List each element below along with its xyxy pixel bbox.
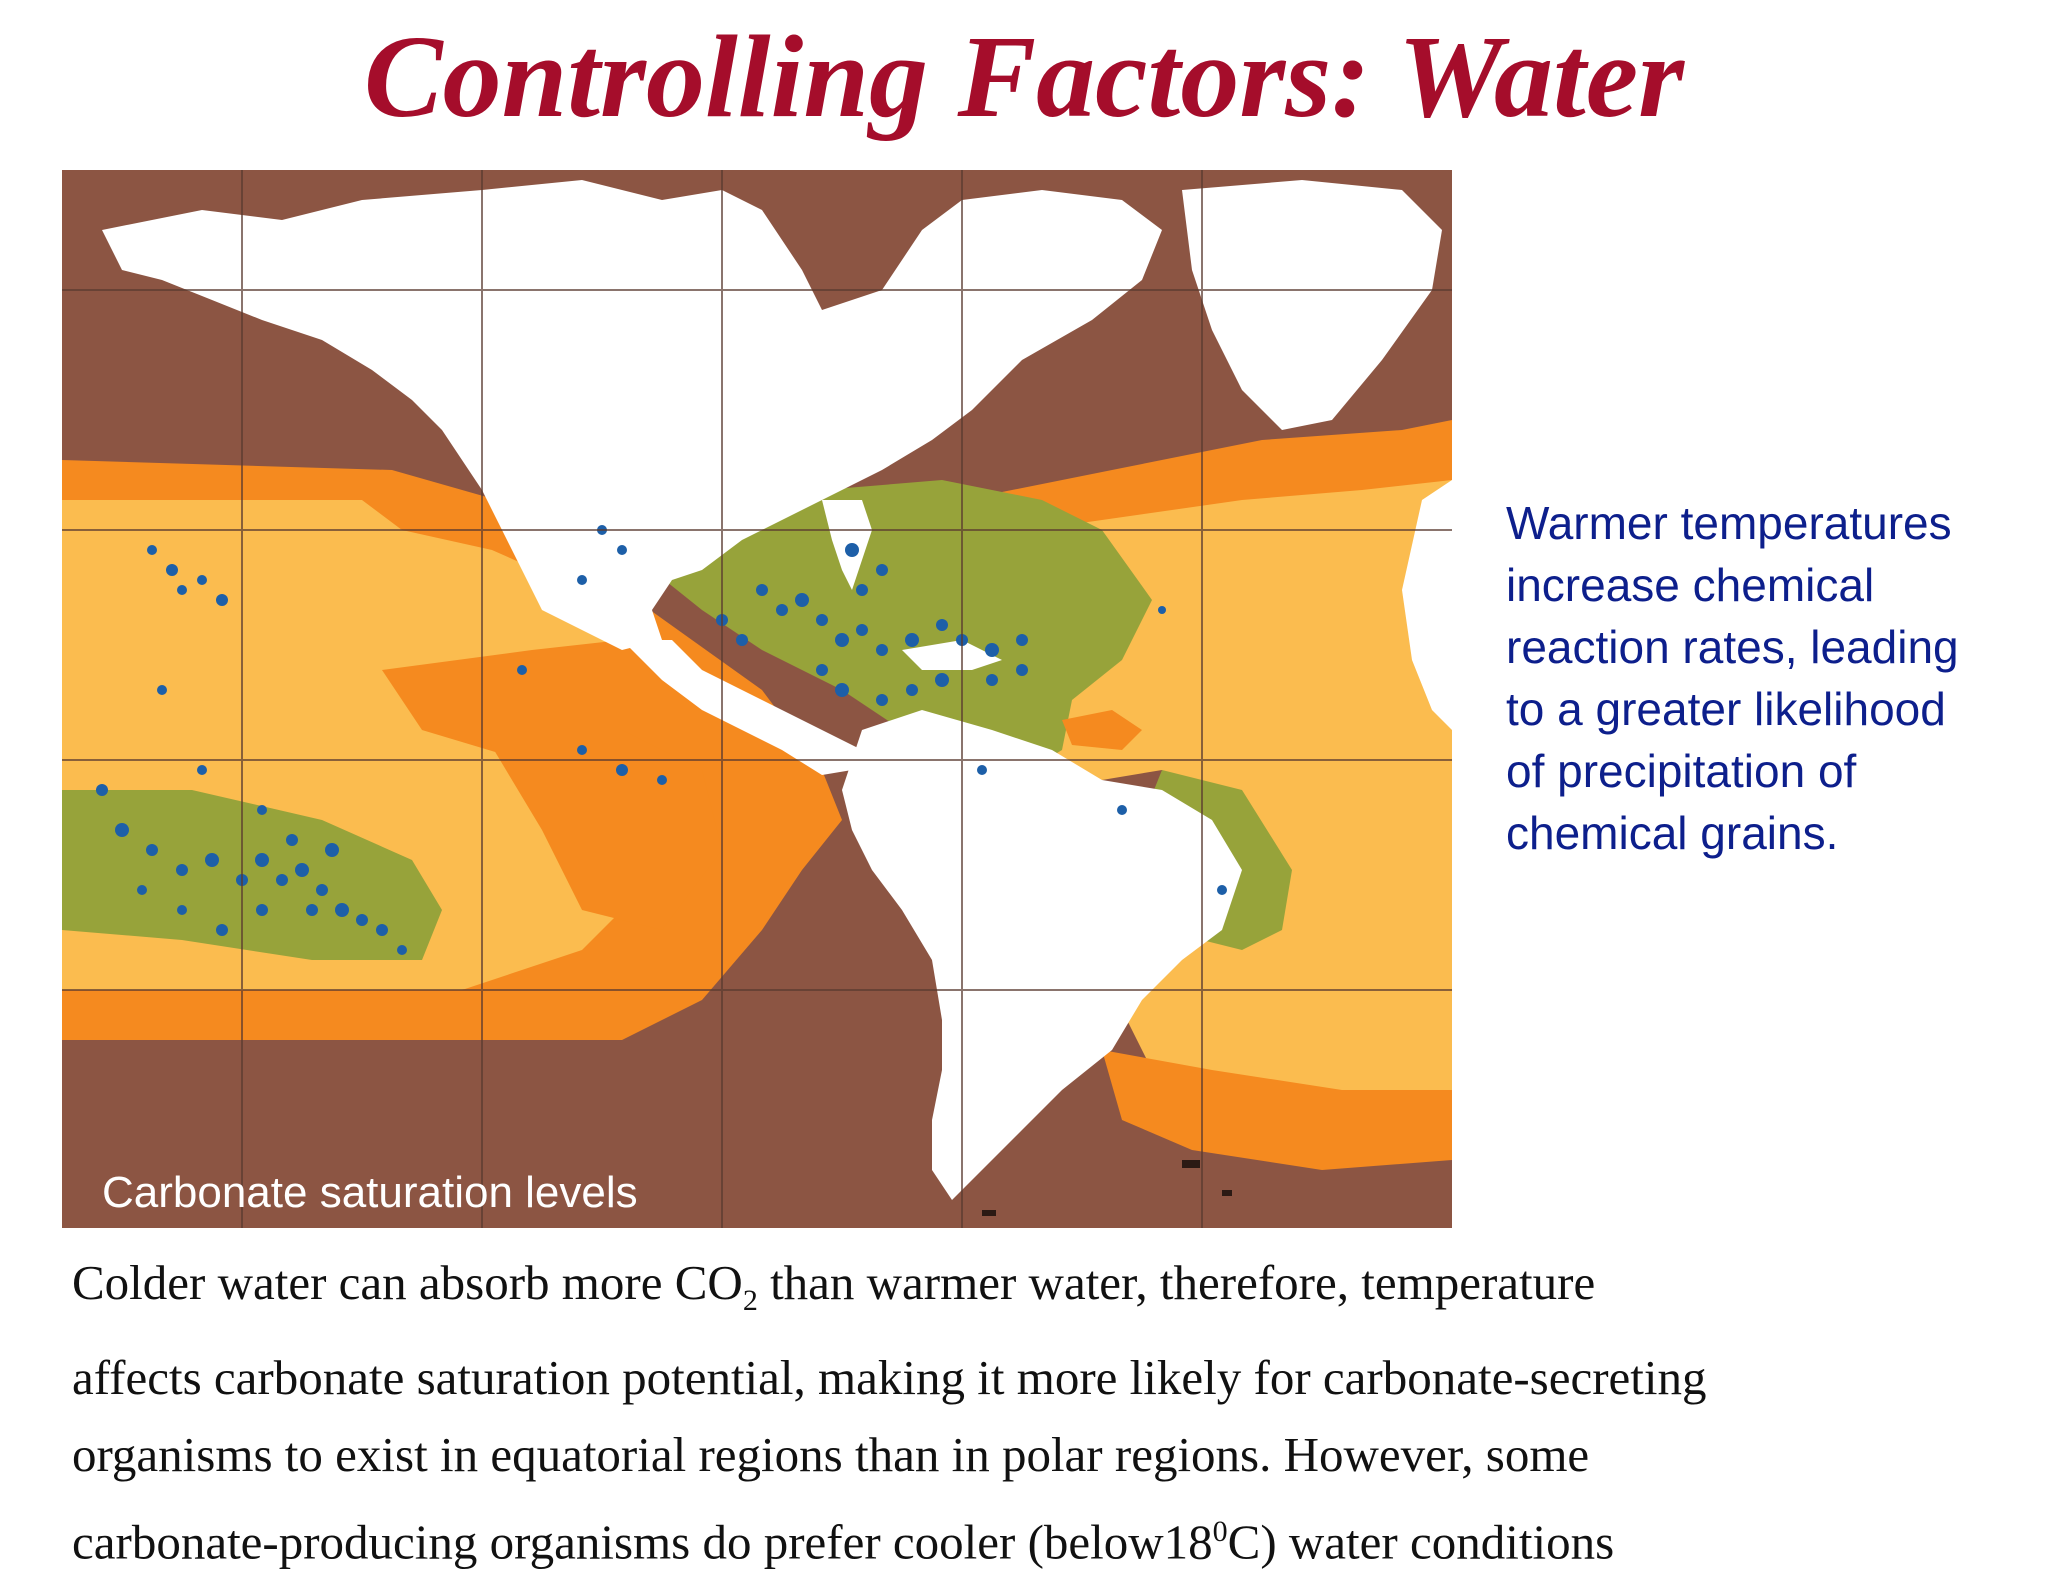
side-note: Warmer temperatures increase chemical re… xyxy=(1506,492,2036,864)
carbonate-saturation-map: Carbonate saturation levels xyxy=(62,170,1452,1228)
co2-subscript: 2 xyxy=(742,1283,758,1317)
body-line-4: carbonate-producing organisms do prefer … xyxy=(72,1493,2032,1580)
body-text-segment: than warmer water, therefore, temperatur… xyxy=(757,1255,1596,1310)
side-note-line: reaction rates, leading xyxy=(1506,621,1959,673)
reef-dots xyxy=(96,525,1227,955)
body-text-segment: C) water conditions xyxy=(1227,1514,1615,1570)
zone-high-atlantic xyxy=(652,480,1152,780)
slide-title: Controlling Factors: Water xyxy=(363,11,1685,142)
side-note-line: of precipitation of xyxy=(1506,745,1857,797)
body-paragraph: Colder water can absorb more CO2 than wa… xyxy=(72,1244,2032,1580)
body-line-2: affects carbonate saturation potential, … xyxy=(72,1349,1707,1405)
body-line-3: organisms to exist in equatorial regions… xyxy=(72,1426,1590,1482)
side-note-line: Warmer temperatures xyxy=(1506,497,1952,549)
zone-low-south-atlantic xyxy=(1102,1050,1452,1170)
body-text-segment: Colder water can absorb more CO xyxy=(72,1255,743,1310)
land-greenland xyxy=(1182,180,1442,430)
map-caption: Carbonate saturation levels xyxy=(102,1168,638,1217)
body-text-segment: carbonate-producing organisms do prefer … xyxy=(72,1514,1213,1570)
side-note-line: chemical grains. xyxy=(1506,807,1839,859)
land-africa-edge xyxy=(1402,480,1452,730)
side-note-line: to a greater likelihood xyxy=(1506,683,1946,735)
body-line-1: Colder water can absorb more CO2 than wa… xyxy=(72,1244,2032,1339)
degree-superscript: 0 xyxy=(1212,1514,1228,1548)
land-florida xyxy=(822,500,872,590)
land-north-america xyxy=(102,180,1162,650)
land-south-america xyxy=(842,710,1242,1200)
land-central-america xyxy=(622,640,862,775)
side-note-line: increase chemical xyxy=(1506,559,1875,611)
zone-low-orinoco xyxy=(1062,710,1142,750)
map-grid xyxy=(62,170,1452,1228)
land-caribbean-islands xyxy=(902,640,1002,670)
zone-high-pacific xyxy=(62,790,442,960)
map-graphic xyxy=(62,170,1452,1228)
southern-islands xyxy=(982,1160,1232,1216)
